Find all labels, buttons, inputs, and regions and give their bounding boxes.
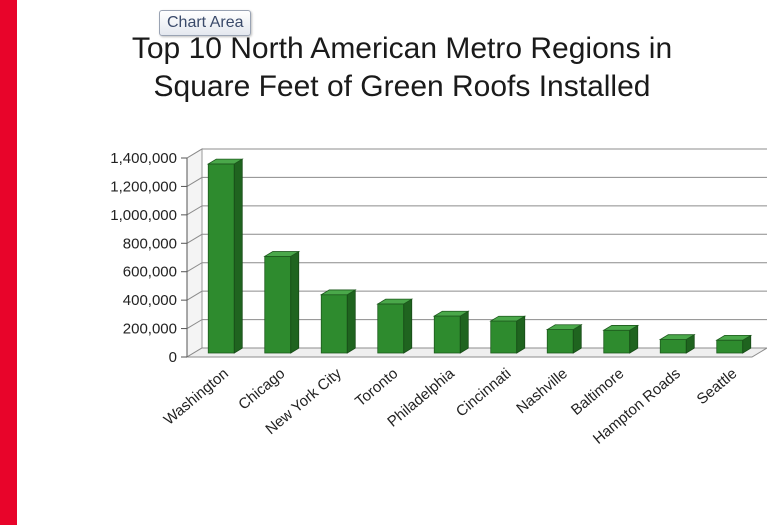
bar-front — [433, 315, 461, 354]
gridline — [186, 319, 767, 330]
x-tick-label: Chicago — [235, 365, 288, 413]
bar-top — [658, 334, 696, 340]
x-tick-label: Toronto — [352, 365, 401, 410]
bar-front — [659, 339, 687, 354]
bar-front — [546, 329, 574, 354]
bar-top — [715, 335, 753, 341]
bar-side — [403, 298, 413, 354]
bar-front — [320, 294, 348, 354]
y-tick-label: 600,000 — [123, 264, 177, 281]
chart-title: Top 10 North American Metro Regions in S… — [37, 30, 767, 106]
bar-toronto — [376, 298, 414, 354]
chart-area-tooltip: Chart Area — [159, 10, 252, 36]
gridline — [186, 262, 767, 273]
bar-side — [290, 250, 300, 354]
y-tick-label: 1,200,000 — [110, 178, 177, 195]
bar-top — [432, 310, 470, 317]
gridline — [186, 290, 767, 301]
side-wall — [186, 148, 203, 358]
chart-title-line-2: Square Feet of Green Roofs Installed — [153, 70, 651, 103]
bar-front — [264, 255, 292, 354]
bar-top — [545, 324, 583, 330]
bar-chicago — [263, 250, 301, 354]
bar-baltimore — [602, 324, 640, 354]
bar-new-york-city — [319, 289, 357, 354]
bar-philadelphia — [432, 310, 470, 354]
bar-front — [716, 339, 744, 354]
y-tick-label: 200,000 — [123, 321, 177, 338]
bar-washington — [206, 158, 244, 354]
bar-side — [233, 158, 243, 354]
bar-hampton-roads — [658, 333, 696, 354]
bar-nashville — [545, 324, 583, 354]
y-tick-label: 800,000 — [123, 235, 177, 252]
gridline — [186, 205, 767, 216]
bar-top — [489, 315, 527, 322]
bar-side — [516, 315, 526, 354]
bar-top — [319, 289, 357, 296]
bar-side — [459, 310, 469, 354]
bar-front — [377, 303, 405, 354]
y-tick-label: 1,400,000 — [110, 150, 177, 167]
x-tick-label: Seattle — [694, 365, 741, 408]
gridline — [186, 176, 767, 187]
x-tick-label: Cincinnati — [453, 365, 514, 420]
gridline — [186, 148, 767, 159]
bar-front — [490, 320, 518, 354]
bar-front — [603, 329, 631, 354]
bar-side — [346, 289, 356, 354]
chart-area[interactable]: 1,400,000 1,200,000 1,000,000 800,000 600,00… — [17, 0, 767, 525]
bar-seattle — [715, 334, 753, 354]
bar-chart: 1,400,000 1,200,000 1,000,000 800,000 600,00… — [110, 148, 767, 448]
x-tick-label: Washington — [161, 365, 232, 429]
bar-top — [263, 251, 301, 257]
chart-title-line-1: Top 10 North American Metro Regions in — [131, 32, 673, 65]
bar-top — [602, 325, 640, 331]
bar-top — [206, 158, 244, 165]
y-tick-label: 1,000,000 — [110, 207, 177, 224]
bar-front — [207, 163, 235, 354]
x-tick-label: Nashville — [513, 365, 571, 417]
y-tick-label: 0 — [169, 349, 177, 366]
y-tick-label: 400,000 — [123, 292, 177, 309]
bar-cincinnati — [489, 315, 527, 354]
bar-top — [376, 298, 414, 305]
gridline — [186, 233, 767, 244]
